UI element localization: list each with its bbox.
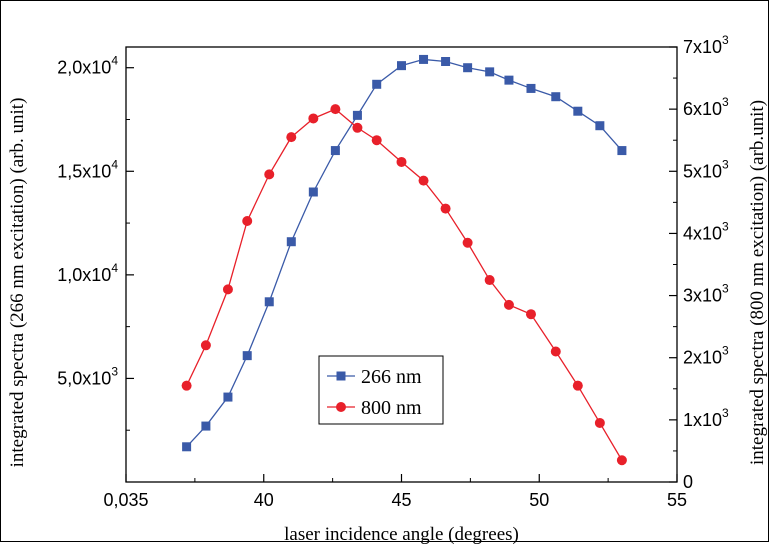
data-point-800nm (330, 104, 341, 115)
x-tick-label: 40 (254, 490, 274, 510)
legend: 266 nm 800 nm (318, 355, 444, 425)
data-point-266nm (463, 63, 473, 73)
data-point-800nm (222, 284, 233, 295)
data-point-266nm (573, 106, 583, 116)
x-tick-label: 55 (667, 490, 687, 510)
right-y-tick-label: 5x103 (683, 157, 729, 181)
data-point-266nm (242, 351, 252, 361)
right-y-tick-label: 7x103 (683, 33, 729, 57)
data-point-800nm (418, 175, 429, 186)
right-y-tick-label: 4x103 (683, 219, 729, 243)
right-y-tick-label: 6x103 (683, 95, 729, 119)
data-point-800nm (440, 203, 451, 214)
data-point-800nm (181, 380, 192, 391)
legend-label: 266 nm (361, 366, 422, 388)
axes-layer: 0,035 40 45 50 55 5,0x103 1,0x104 1,5x104 2,0x10… (57, 33, 729, 510)
data-point-800nm (594, 417, 605, 428)
data-point-266nm (419, 54, 429, 64)
data-point-800nm (503, 299, 514, 310)
x-tick-label: 45 (391, 490, 411, 510)
data-point-266nm (441, 57, 451, 66)
data-point-800nm (264, 169, 275, 180)
data-point-800nm (396, 156, 407, 167)
right-y-axis-title: integrated spectra (800 nm excitation) (… (747, 100, 768, 465)
data-point-800nm (462, 237, 473, 248)
data-point-266nm (182, 442, 192, 452)
legend-marker-square (336, 371, 346, 381)
data-point-266nm (397, 61, 406, 71)
data-point-266nm (526, 83, 536, 93)
data-point-800nm (308, 113, 319, 124)
legend-marker-circle (336, 402, 346, 412)
x-tick-label: 0,035 (103, 490, 148, 510)
data-point-800nm (484, 275, 495, 286)
data-point-266nm (595, 121, 605, 131)
data-point-266nm (352, 110, 362, 120)
right-y-tick-label: 0 (683, 472, 693, 492)
left-y-tick-label: 2,0x104 (57, 54, 118, 78)
data-point-800nm (200, 340, 211, 351)
data-point-266nm (308, 187, 318, 197)
data-point-266nm (264, 297, 274, 307)
left-y-axis-title: integrated spectra (266 nm excitation) (… (7, 98, 28, 468)
series-layer (181, 54, 627, 466)
data-point-800nm (242, 216, 253, 226)
data-point-266nm (504, 75, 514, 85)
data-point-800nm (525, 309, 536, 320)
data-point-266nm (617, 146, 627, 156)
data-point-266nm (372, 79, 382, 89)
data-point-800nm (286, 132, 297, 143)
data-point-800nm (371, 135, 382, 146)
left-y-tick-label: 1,0x104 (57, 261, 118, 285)
data-point-800nm (572, 380, 583, 391)
data-point-266nm (201, 421, 211, 431)
data-point-266nm (223, 392, 233, 402)
data-point-266nm (551, 92, 561, 102)
data-point-266nm (330, 146, 340, 156)
legend-label: 800 nm (361, 397, 422, 419)
legend-box (318, 355, 444, 425)
data-point-800nm (616, 455, 627, 466)
left-y-tick-label: 5,0x103 (57, 364, 118, 388)
data-point-266nm (286, 237, 296, 247)
data-point-266nm (485, 67, 495, 77)
x-axis-title: laser incidence angle (degrees) (284, 524, 519, 545)
right-y-tick-label: 3x103 (683, 282, 729, 306)
right-y-tick-label: 2x103 (683, 344, 729, 368)
data-point-800nm (550, 346, 561, 357)
left-y-tick-label: 1,5x104 (57, 157, 118, 181)
right-y-tick-label: 1x103 (683, 406, 729, 430)
data-point-800nm (352, 122, 363, 133)
x-tick-label: 50 (529, 490, 549, 510)
